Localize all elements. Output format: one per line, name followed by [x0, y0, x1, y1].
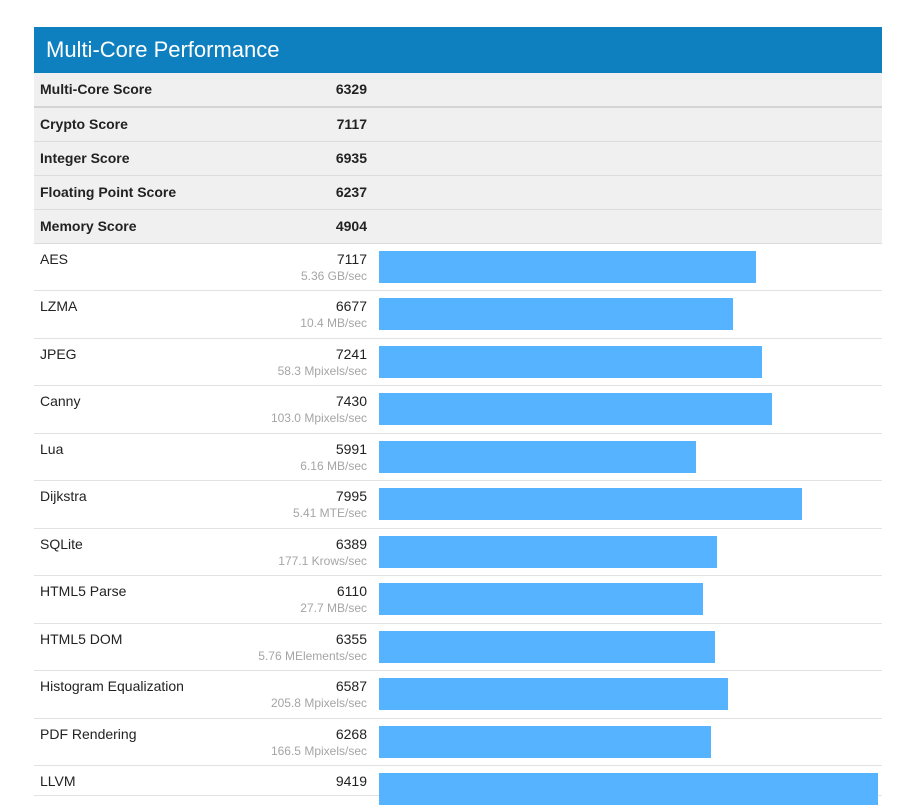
score-bar: [379, 298, 733, 330]
benchmark-label: HTML5 Parse: [40, 583, 127, 599]
summary-row: Crypto Score 7117: [34, 108, 882, 142]
section-title: Multi-Core Performance: [34, 27, 882, 73]
summary-label: Floating Point Score: [40, 184, 177, 200]
benchmark-rate: 5.36 GB/sec: [300, 269, 367, 283]
benchmark-rate: 103.0 Mpixels/sec: [270, 411, 367, 425]
score-bar: [379, 441, 696, 473]
benchmark-score: 6389: [335, 536, 367, 552]
benchmark-row: AES 7117 5.36 GB/sec: [34, 244, 882, 291]
summary-score: 7117: [336, 116, 367, 132]
benchmark-rate: 5.76 MElements/sec: [258, 649, 367, 663]
summary-score: 6329: [335, 81, 367, 97]
score-bar: [379, 583, 703, 615]
benchmark-label: LLVM: [40, 773, 76, 789]
summary-row: Floating Point Score 6237: [34, 176, 882, 210]
summary-label: Memory Score: [40, 218, 137, 234]
benchmark-rate: 10.4 MB/sec: [300, 316, 367, 330]
benchmark-score: 5991: [335, 441, 367, 457]
benchmark-label: LZMA: [40, 298, 78, 314]
benchmark-label: AES: [40, 251, 69, 267]
summary-label: Multi-Core Score: [40, 81, 153, 97]
summary-row: Integer Score 6935: [34, 142, 882, 176]
summary-row: Memory Score 4904: [34, 210, 882, 244]
benchmark-label: HTML5 DOM: [40, 631, 123, 647]
benchmark-rate: 58.3 Mpixels/sec: [277, 364, 367, 378]
benchmark-row: Lua 5991 6.16 MB/sec: [34, 434, 882, 481]
benchmark-score: 6268: [335, 726, 367, 742]
benchmark-row: LLVM 9419: [34, 766, 882, 805]
benchmark-rate: 5.41 MTE/sec: [292, 506, 367, 520]
benchmark-row: Canny 7430 103.0 Mpixels/sec: [34, 386, 882, 434]
summary-score: 6237: [335, 184, 367, 200]
benchmark-score: 7995: [335, 488, 367, 504]
benchmark-row: JPEG 7241 58.3 Mpixels/sec: [34, 339, 882, 386]
score-bar: [379, 346, 762, 378]
benchmark-label: SQLite: [40, 536, 83, 552]
benchmark-rate: 177.1 Krows/sec: [278, 554, 367, 568]
summary-label: Integer Score: [40, 150, 130, 166]
benchmark-label: Canny: [40, 393, 81, 409]
score-bar: [379, 393, 772, 425]
benchmark-row: HTML5 DOM 6355 5.76 MElements/sec: [34, 624, 882, 671]
benchmark-label: Histogram Equalization: [40, 678, 184, 694]
benchmark-score: 7430: [335, 393, 367, 409]
benchmark-score: 9419: [335, 773, 367, 789]
score-bar: [379, 631, 715, 663]
benchmark-row: LZMA 6677 10.4 MB/sec: [34, 291, 882, 339]
benchmark-list: AES 7117 5.36 GB/sec LZMA 6677 10.4 MB/sec JPE…: [34, 244, 882, 805]
summary-score: 6935: [335, 150, 367, 166]
benchmark-label: JPEG: [40, 346, 77, 362]
benchmark-score: 6110: [336, 583, 367, 599]
summary-scores: Multi-Core Score 6329 Crypto Score 7117 Inte…: [34, 73, 882, 244]
benchmark-row: HTML5 Parse 6110 27.7 MB/sec: [34, 576, 882, 624]
benchmark-row: PDF Rendering 6268 166.5 Mpixels/sec: [34, 719, 882, 766]
summary-score: 4904: [335, 218, 367, 234]
score-bar: [379, 251, 756, 283]
benchmark-rate: 27.7 MB/sec: [300, 601, 367, 615]
benchmark-score: 6587: [335, 678, 367, 694]
benchmark-label: PDF Rendering: [40, 726, 137, 742]
benchmark-row: Dijkstra 7995 5.41 MTE/sec: [34, 481, 882, 529]
score-bar: [379, 678, 728, 710]
score-bar: [379, 488, 802, 520]
benchmark-rate: 205.8 Mpixels/sec: [270, 696, 367, 710]
benchmark-rate: 6.16 MB/sec: [300, 459, 367, 473]
summary-label: Crypto Score: [40, 116, 128, 132]
benchmark-row: SQLite 6389 177.1 Krows/sec: [34, 529, 882, 576]
benchmark-label: Lua: [40, 441, 64, 457]
multi-core-performance-panel: Multi-Core Performance Multi-Core Score 6…: [34, 27, 882, 805]
benchmark-row: Histogram Equalization 6587 205.8 Mpixels/…: [34, 671, 882, 719]
benchmark-score: 6677: [335, 298, 367, 314]
summary-row: Multi-Core Score 6329: [34, 73, 882, 108]
score-bar: [379, 726, 711, 758]
benchmark-score: 7241: [335, 346, 367, 362]
benchmark-label: Dijkstra: [40, 488, 87, 504]
benchmark-rate: 166.5 Mpixels/sec: [270, 744, 367, 758]
score-bar: [379, 773, 878, 805]
benchmark-score: 7117: [336, 251, 367, 267]
benchmark-score: 6355: [335, 631, 367, 647]
score-bar: [379, 536, 717, 568]
